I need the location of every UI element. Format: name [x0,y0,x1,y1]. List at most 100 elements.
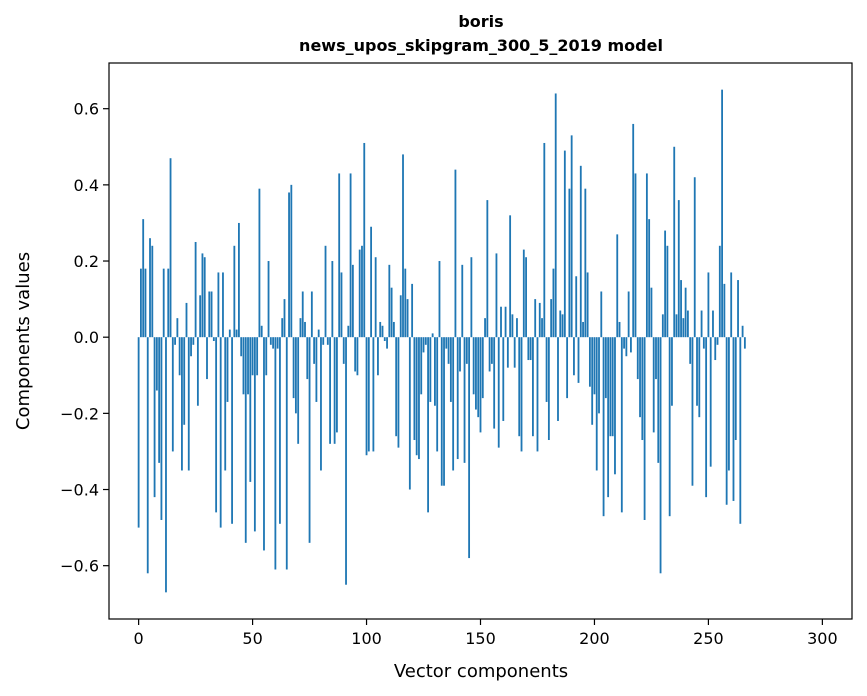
bar-2 [142,219,145,338]
bar-192 [575,276,578,338]
bar-110 [388,264,391,338]
bar-201 [595,337,598,471]
bar-57 [267,261,270,338]
bar-239 [682,318,685,338]
bar-14 [169,158,172,338]
bar-151 [481,337,484,399]
bar-191 [573,337,575,376]
bar-182 [552,268,555,338]
bar-101 [367,337,370,452]
bar-60 [274,337,277,570]
bar-145 [468,337,471,559]
bar-105 [377,337,379,376]
bar-189 [568,188,571,338]
bar-237 [677,200,680,338]
bar-159 [500,306,502,338]
y-tick-label: 0.0 [74,328,99,347]
bar-47 [244,337,247,543]
bar-134 [443,337,445,486]
bar-129 [431,333,434,338]
y-tick-label: −0.6 [60,557,99,576]
bar-187 [563,150,566,338]
bar-70 [297,337,300,444]
bar-255 [718,245,721,338]
bar-12 [165,337,167,593]
bar-44 [238,222,240,338]
bar-207 [609,337,612,437]
bar-33 [212,337,215,341]
bar-20 [183,337,186,425]
bar-170 [525,257,527,338]
bar-153 [486,200,489,338]
bar-162 [506,337,509,368]
bar-28 [201,253,204,338]
bar-209 [614,337,616,475]
bar-120 [411,283,414,338]
bar-236 [675,314,678,338]
bar-260 [730,272,733,338]
bar-121 [413,337,416,441]
bar-245 [696,337,698,406]
bar-124 [420,337,423,395]
bar-58 [269,337,272,345]
bar-158 [497,337,500,448]
bar-98 [361,245,363,338]
y-tick-label: 0.2 [74,252,99,271]
bar-15 [171,337,174,452]
bar-76 [310,291,313,338]
bar-206 [607,337,610,498]
bar-251 [709,337,712,467]
chart-subtitle: news_upos_skipgram_300_5_2019 model [299,36,663,55]
bar-136 [447,337,450,364]
bar-204 [602,337,605,517]
bar-231 [664,230,667,338]
bar-188 [566,337,569,399]
y-tick-label: 0.6 [74,100,99,119]
bar-35 [217,272,220,338]
bar-211 [618,321,621,338]
bar-173 [532,337,534,437]
bar-48 [247,337,249,395]
bar-43 [235,329,238,338]
bar-61 [276,337,279,349]
bar-232 [666,245,669,338]
bar-21 [185,302,188,338]
x-tick-label: 200 [579,629,610,648]
bar-37 [222,272,224,338]
bar-234 [671,337,673,406]
bar-140 [456,337,459,460]
bar-24 [192,337,195,345]
bar-29 [203,257,206,338]
bar-180 [547,337,550,441]
bar-225 [650,287,653,338]
bar-143 [463,337,466,463]
bar-224 [648,219,651,338]
bar-39 [226,337,229,402]
bar-55 [263,337,265,551]
bar-9 [158,337,161,463]
x-tick-label: 150 [465,629,496,648]
bar-104 [374,257,377,338]
bar-80 [320,337,322,471]
bar-144 [465,337,468,364]
bar-152 [484,318,486,338]
bar-208 [611,337,614,437]
bar-228 [657,337,660,463]
bar-179 [545,337,548,402]
bar-97 [358,249,361,338]
bar-139 [454,169,457,338]
bar-141 [459,337,461,372]
bar-32 [210,291,213,338]
bar-114 [397,337,400,448]
bar-5 [149,238,151,338]
bar-4 [146,337,149,574]
bar-230 [661,314,664,338]
bar-243 [691,337,694,486]
bar-133 [440,337,443,486]
bar-165 [513,337,516,368]
bar-235 [673,146,676,338]
bar-264 [739,337,742,524]
bar-138 [452,337,455,471]
bar-68 [292,337,295,399]
x-tick-label: 0 [134,629,144,648]
